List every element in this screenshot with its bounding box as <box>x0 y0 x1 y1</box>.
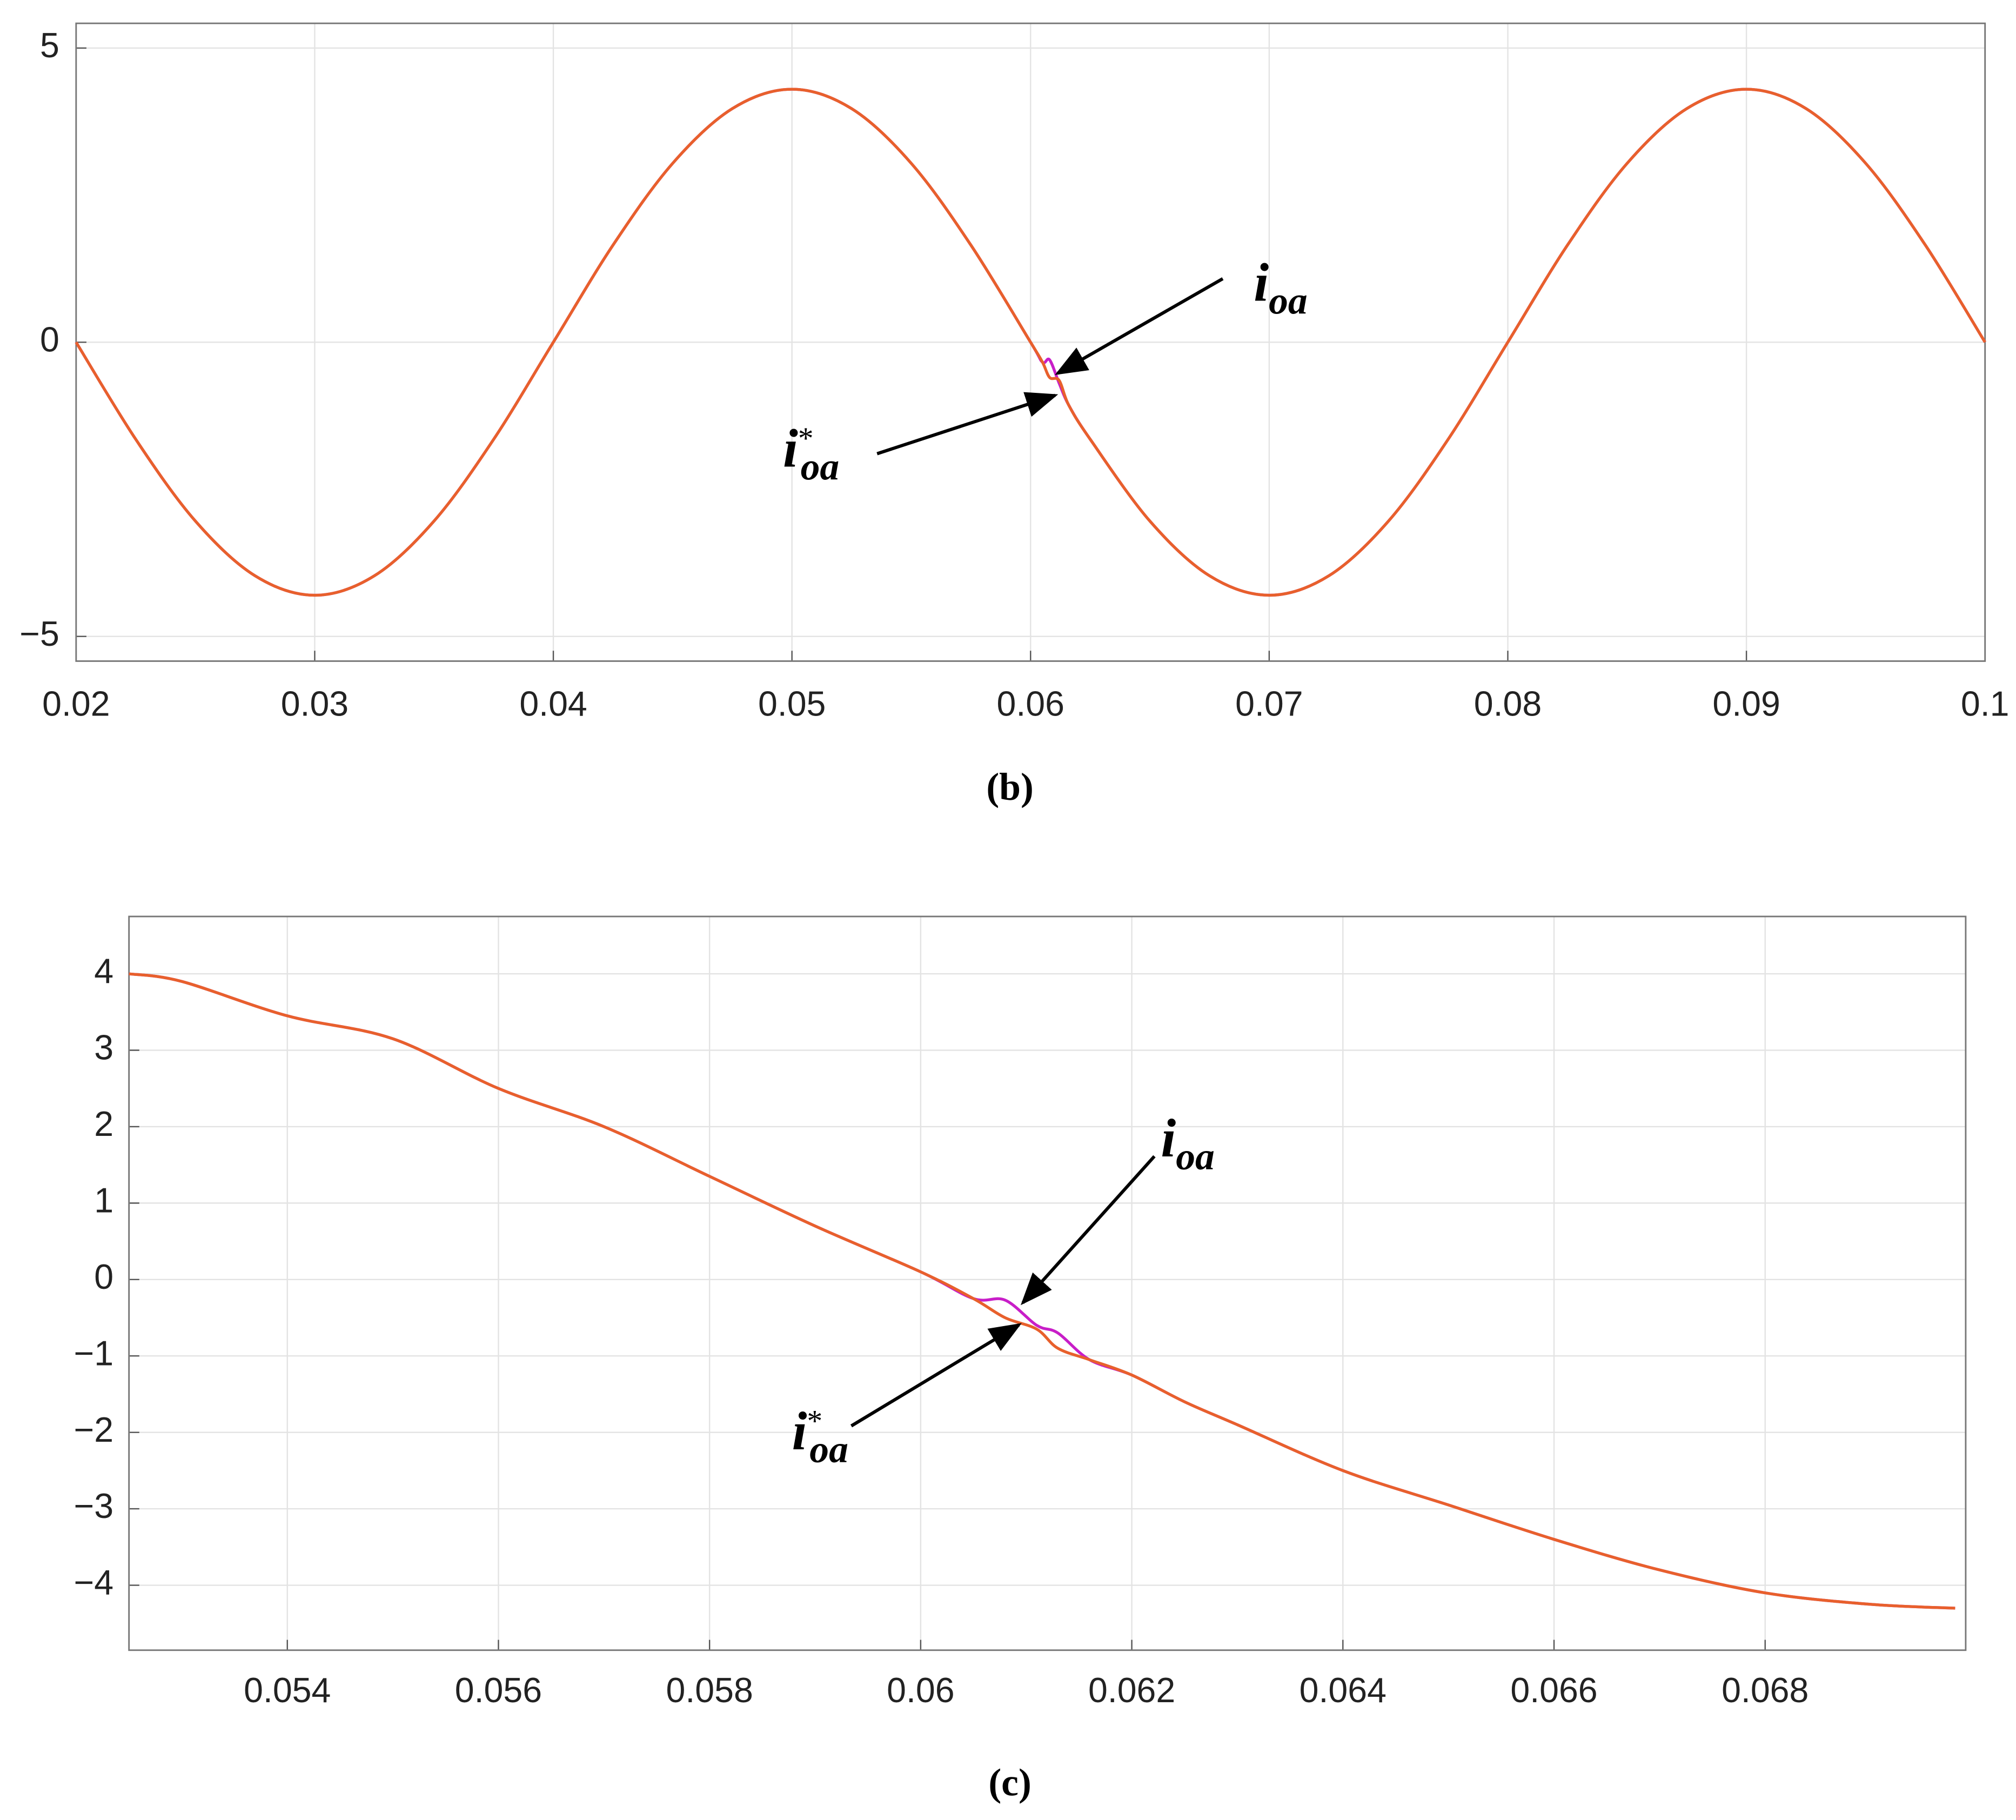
annotation-superscript: * <box>798 421 814 456</box>
annotation-arrow <box>1055 277 1224 375</box>
y-tick-label: 0 <box>94 1257 113 1296</box>
annotation-symbol: i <box>1161 1108 1176 1168</box>
y-tick-label: 3 <box>94 1028 113 1067</box>
annotation-label: ioa <box>1161 1108 1214 1178</box>
x-tick-label: 0.066 <box>1510 1671 1597 1710</box>
x-tick-label: 0.06 <box>887 1671 954 1710</box>
annotation-label: ioa <box>1254 252 1307 322</box>
annotation-symbol: i <box>792 1401 807 1461</box>
x-tick-label: 0.068 <box>1722 1671 1809 1710</box>
y-tick-label: −2 <box>74 1410 113 1449</box>
annotation-superscript: * <box>807 1404 823 1438</box>
annotation-arrow <box>1020 1155 1156 1306</box>
annotation-subscript: oa <box>1269 279 1308 322</box>
annotation-arrow <box>850 1323 1022 1428</box>
annotation-label: i* oa <box>792 1401 848 1471</box>
annotation-arrow <box>876 392 1059 456</box>
plot-frame <box>128 915 1967 1651</box>
x-tick-label: 0.1 <box>1961 684 2010 723</box>
y-tick-label: 5 <box>40 26 59 65</box>
x-tick-label: 0.08 <box>1474 684 1542 723</box>
y-tick-label: −1 <box>74 1334 113 1373</box>
annotation-subscript: oa <box>801 445 840 488</box>
x-tick-label: 0.056 <box>455 1671 542 1710</box>
x-tick-label: 0.062 <box>1088 1671 1175 1710</box>
x-tick-label: 0.03 <box>281 684 349 723</box>
plot-area <box>129 916 1966 1650</box>
annotation-symbol: i <box>783 418 798 478</box>
chart-caption: (b) <box>986 765 1034 808</box>
y-tick-label: 1 <box>94 1181 113 1220</box>
x-tick-label: 0.058 <box>666 1671 753 1710</box>
annotation-label: i* oa <box>783 418 839 488</box>
annotation-symbol: i <box>1254 252 1269 312</box>
series-line <box>75 88 1986 597</box>
y-tick-label: −3 <box>74 1487 113 1525</box>
y-tick-label: −4 <box>74 1563 113 1602</box>
y-tick-label: 0 <box>40 320 59 359</box>
x-tick-label: 0.05 <box>758 684 826 723</box>
x-tick-label: 0.06 <box>997 684 1064 723</box>
annotation-subscript: oa <box>1176 1135 1215 1178</box>
chart-caption: (c) <box>988 1761 1031 1804</box>
x-tick-label: 0.04 <box>519 684 587 723</box>
x-tick-label: 0.054 <box>244 1671 331 1710</box>
x-tick-label: 0.064 <box>1300 1671 1387 1710</box>
y-tick-label: 2 <box>94 1105 113 1143</box>
series-line <box>129 972 1955 1610</box>
x-tick-label: 0.09 <box>1712 684 1780 723</box>
y-tick-label: −5 <box>19 614 59 653</box>
y-tick-label: 4 <box>94 952 113 991</box>
x-tick-label: 0.02 <box>42 684 110 723</box>
x-tick-label: 0.07 <box>1235 684 1303 723</box>
annotation-subscript: oa <box>809 1428 848 1471</box>
